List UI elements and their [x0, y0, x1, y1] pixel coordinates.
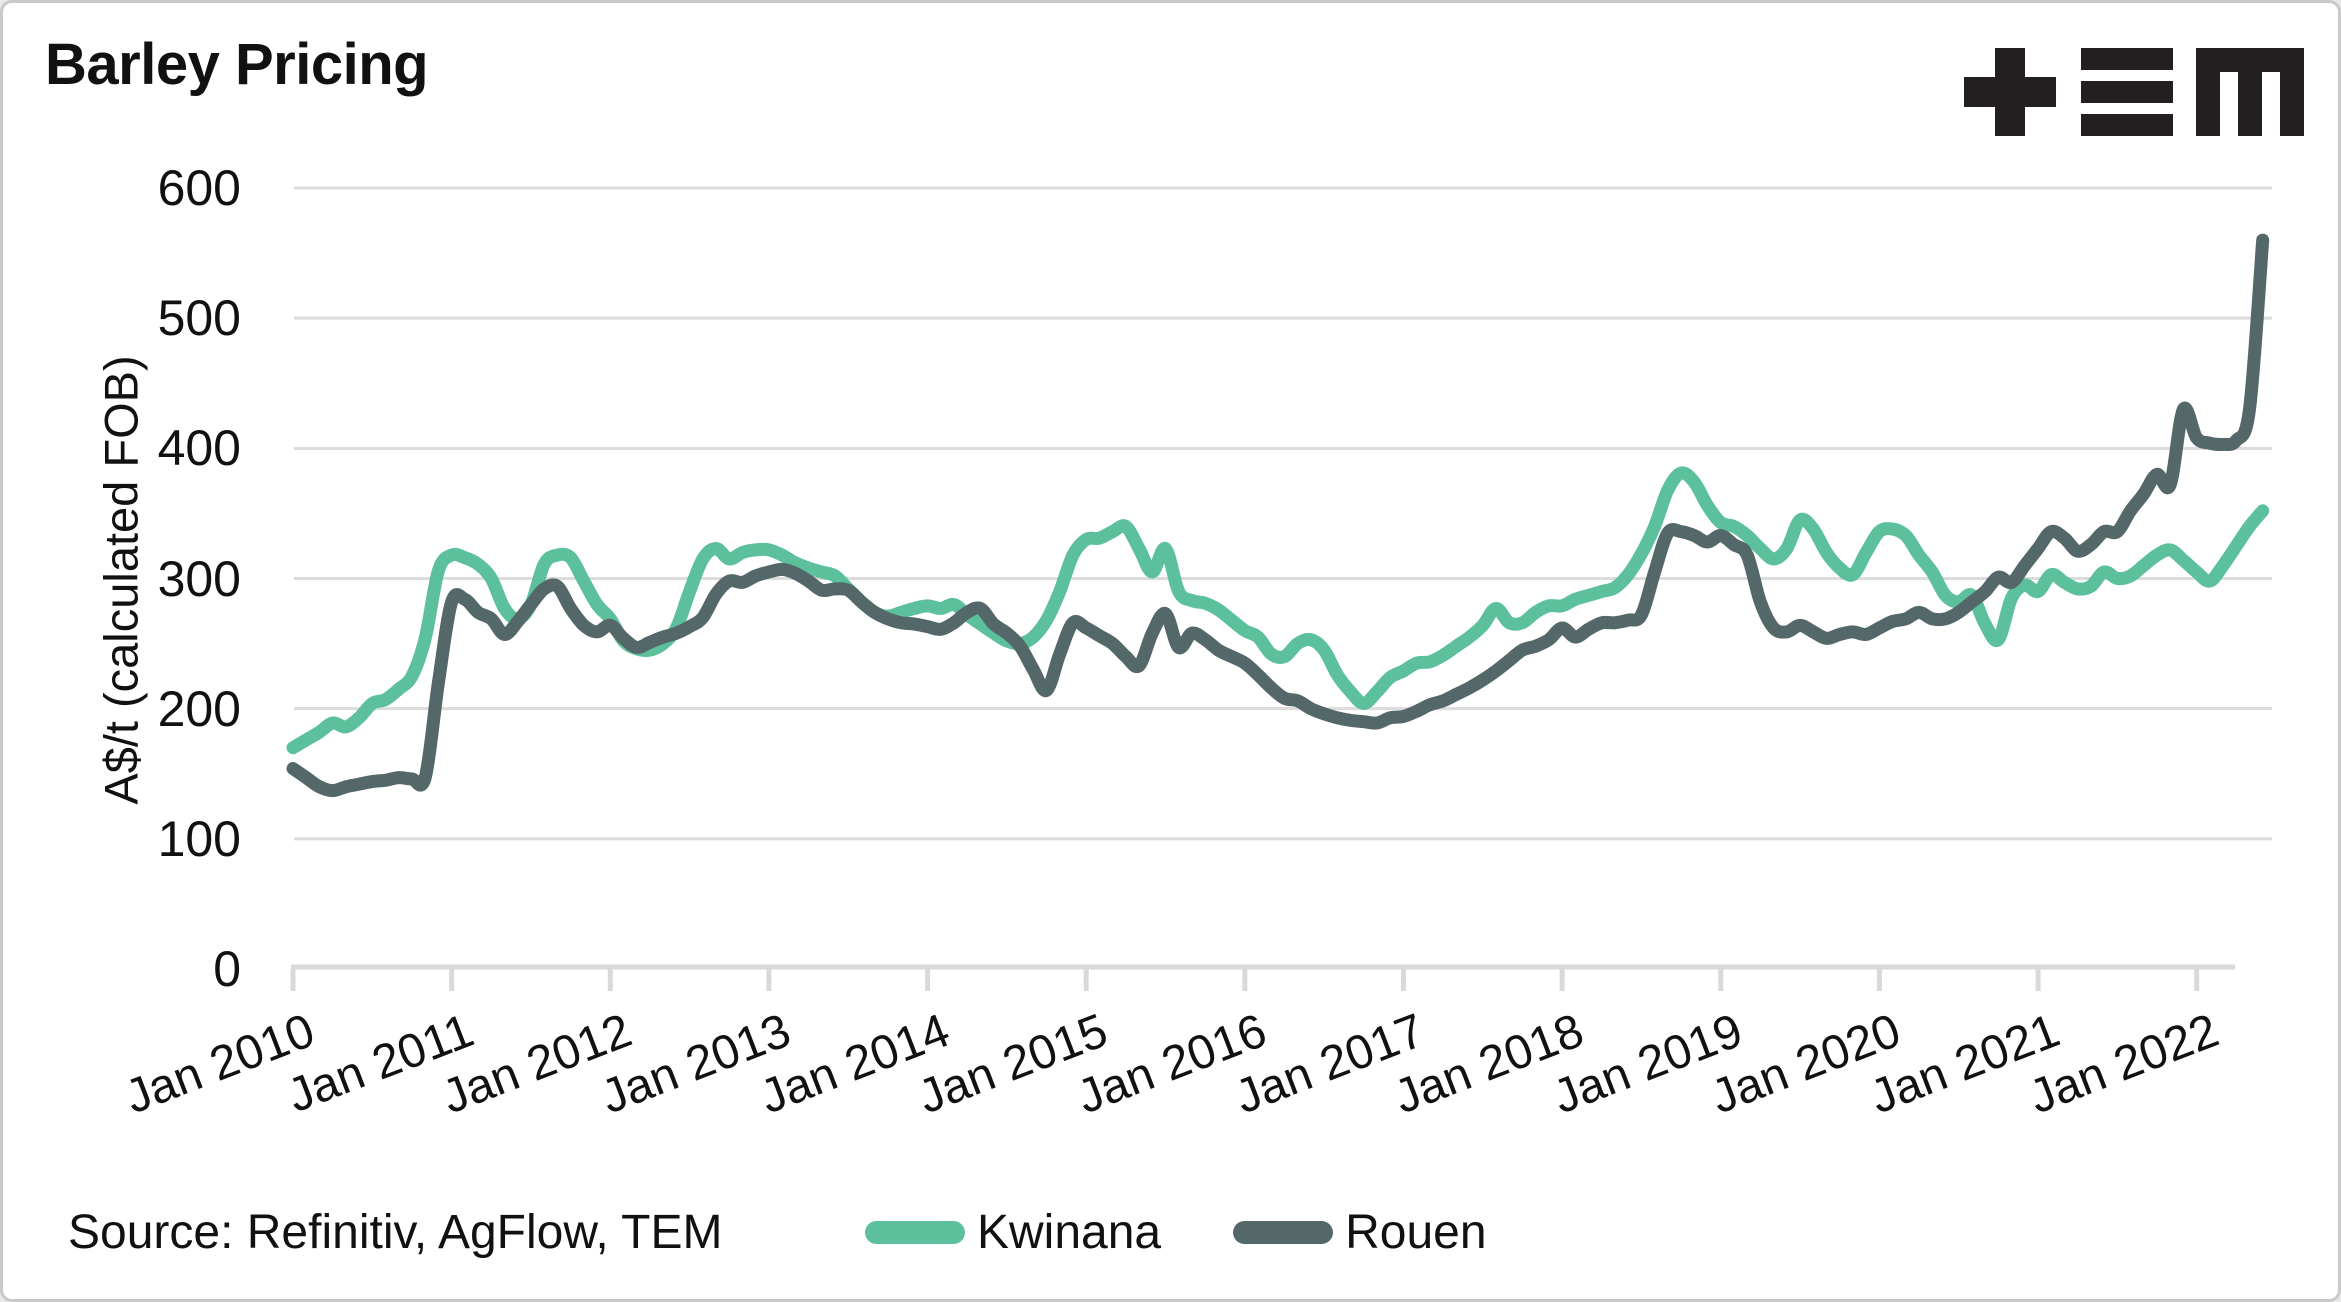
kwinana-swatch-icon	[865, 1221, 965, 1244]
logo-m-icon	[2196, 48, 2304, 136]
source-note: Source: Refinitiv, AgFlow, TEM	[68, 1206, 723, 1259]
tem-logo	[1964, 48, 2304, 136]
y-tick-label: 0	[213, 941, 241, 997]
legend-item-kwinana: Kwinana	[865, 1205, 1161, 1260]
legend-label-kwinana: Kwinana	[977, 1206, 1162, 1259]
plot-area	[286, 186, 2272, 991]
y-tick-label: 500	[157, 290, 241, 347]
legend: Kwinana Rouen	[865, 1205, 1487, 1260]
y-tick-label: 200	[157, 680, 241, 737]
y-tick-label: 100	[157, 810, 241, 867]
series-line-rouen	[286, 233, 2270, 798]
logo-e-icon	[2081, 48, 2173, 136]
rouen-swatch-icon	[1233, 1221, 1334, 1244]
y-tick-label: 600	[157, 160, 241, 216]
legend-item-rouen: Rouen	[1233, 1205, 1487, 1260]
legend-label-rouen: Rouen	[1345, 1206, 1487, 1259]
chart-title: Barley Pricing	[45, 32, 429, 97]
y-tick-label: 400	[157, 420, 241, 477]
logo-plus-icon	[1964, 48, 2056, 136]
y-tick-label: 300	[157, 550, 241, 607]
